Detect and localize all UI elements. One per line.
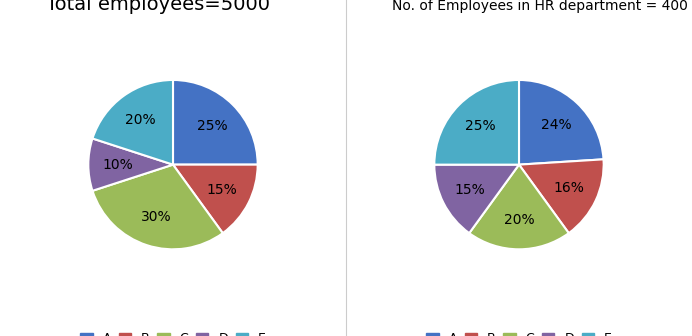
Wedge shape [519, 80, 603, 165]
Text: No. of Employees in HR department = 400: No. of Employees in HR department = 400 [392, 0, 688, 13]
Text: 10%: 10% [102, 158, 134, 172]
Text: 20%: 20% [125, 113, 156, 127]
Text: 20%: 20% [504, 213, 534, 227]
Wedge shape [519, 159, 603, 233]
Text: 25%: 25% [465, 119, 495, 133]
Text: 16%: 16% [554, 181, 584, 195]
Text: 15%: 15% [455, 183, 485, 197]
Legend: A, B, C, D, E: A, B, C, D, E [421, 327, 617, 336]
Wedge shape [93, 80, 173, 165]
Wedge shape [435, 165, 519, 233]
Wedge shape [93, 165, 223, 249]
Text: 24%: 24% [541, 118, 572, 131]
Wedge shape [435, 80, 519, 165]
Legend: A, B, C, D, E: A, B, C, D, E [75, 327, 271, 336]
Text: 30%: 30% [140, 210, 172, 224]
Wedge shape [89, 138, 173, 191]
Text: Total employees=5000: Total employees=5000 [46, 0, 270, 14]
Wedge shape [173, 165, 257, 233]
Text: 15%: 15% [207, 183, 237, 197]
Text: 25%: 25% [197, 119, 227, 133]
Wedge shape [469, 165, 569, 249]
Wedge shape [173, 80, 257, 165]
